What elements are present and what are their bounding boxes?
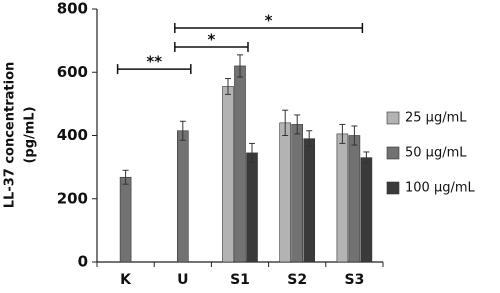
bar — [348, 135, 361, 263]
x-tick-label: K — [120, 272, 132, 288]
y-tick-label: 0 — [78, 253, 88, 271]
bar — [360, 157, 373, 263]
bar — [336, 133, 349, 263]
x-tick-label: S3 — [344, 272, 364, 288]
bar — [177, 130, 189, 263]
bar — [279, 122, 292, 263]
significance-label: * — [207, 30, 215, 48]
x-tick-label: S1 — [230, 272, 250, 288]
bar — [234, 65, 246, 263]
legend-label: 50 µg/mL — [405, 146, 467, 161]
y-tick-label: 400 — [57, 126, 88, 144]
legend-label: 25 µg/mL — [405, 111, 467, 126]
legend-swatch — [386, 146, 400, 160]
y-axis-label: (pg/mL) — [23, 106, 38, 163]
y-axis-label: LL-37 concentration — [3, 62, 18, 209]
bar — [303, 138, 316, 263]
significance-label: * — [265, 11, 273, 29]
y-tick-label: 800 — [57, 0, 88, 18]
y-tick-label: 600 — [57, 63, 88, 81]
x-tick-label: S2 — [287, 272, 307, 288]
significance-label: ** — [146, 53, 162, 71]
bar — [222, 86, 234, 263]
legend-swatch — [386, 111, 400, 125]
bar — [246, 152, 258, 263]
y-tick-label: 200 — [57, 189, 88, 207]
bar — [291, 124, 304, 263]
legend-swatch — [386, 181, 400, 195]
legend-label: 100 µg/mL — [405, 181, 476, 196]
x-tick-label: U — [177, 272, 188, 288]
bar — [119, 176, 132, 263]
